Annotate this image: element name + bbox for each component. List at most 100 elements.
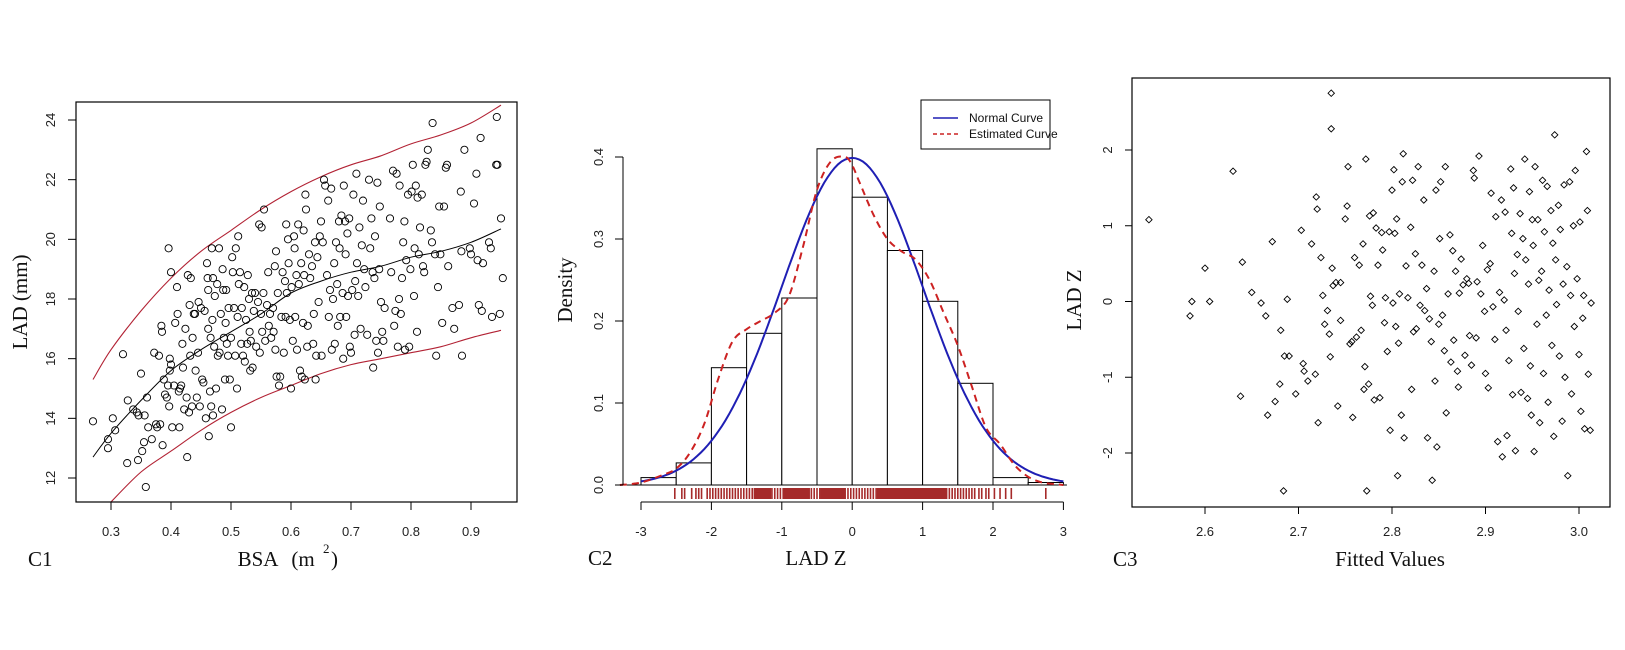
c3-data-point: [1571, 166, 1580, 175]
c1-data-point: [324, 196, 333, 205]
c3-data-point: [1540, 227, 1549, 236]
c1-data-point: [390, 321, 399, 330]
c1-data-point: [136, 369, 146, 378]
c1-data-point: [225, 375, 234, 384]
c3-data-point: [1391, 322, 1400, 331]
c1-data-point: [292, 271, 301, 280]
c1-data-point: [426, 226, 435, 235]
c2-x-tick-label: -2: [706, 524, 718, 539]
c1-data-point: [243, 271, 252, 280]
c3-data-point: [1519, 234, 1527, 243]
c1-data-point: [274, 381, 284, 390]
c3-data-point: [1385, 227, 1394, 236]
c3-data-point: [1552, 300, 1561, 309]
c1-data-point: [324, 312, 333, 321]
c3-data-point: [1560, 181, 1568, 189]
c1-data-point: [210, 342, 219, 351]
c1-data-point: [224, 303, 233, 313]
c1-data-point: [472, 169, 481, 178]
c1-data-point: [259, 205, 269, 214]
c3-data-point: [1419, 196, 1428, 204]
c1-data-point: [316, 217, 326, 226]
c1-data-point: [233, 312, 242, 321]
c3-data-point: [1551, 256, 1560, 264]
c2-y-tick-label: 0.2: [591, 312, 606, 330]
c1-data-point: [165, 402, 174, 411]
c3-data-point: [1542, 311, 1551, 319]
c3-data-point: [1376, 393, 1384, 402]
c1-data-point: [191, 366, 200, 375]
c3-data-point: [1555, 352, 1564, 360]
c3-data-point: [1412, 324, 1421, 333]
c1-data-point: [486, 244, 495, 253]
c3-data-point: [1467, 361, 1476, 369]
c3-data-point: [1584, 370, 1593, 379]
c3-data-point: [1402, 262, 1410, 270]
c1-data-point: [333, 280, 342, 289]
c3-y-tick-label: -1: [1100, 371, 1115, 383]
c1-data-point: [139, 438, 149, 447]
c3-data-point: [1473, 277, 1481, 286]
c3-data-point: [1188, 297, 1196, 306]
c1-data-point: [484, 238, 494, 247]
c1-data-point: [147, 435, 156, 444]
c1-data-point: [200, 306, 209, 315]
c1-data-point: [286, 384, 296, 393]
c1-data-point: [456, 187, 465, 196]
c2-histogram-bar: [816, 148, 853, 486]
c1-data-point: [422, 157, 431, 166]
c1-data-point: [238, 351, 248, 360]
c3-data-point: [1406, 223, 1415, 232]
c1-data-point: [291, 312, 300, 321]
c1-data-point: [334, 217, 344, 226]
c3-data-point: [1263, 411, 1272, 419]
c1-data-point: [498, 274, 507, 283]
c1-data-point: [380, 303, 389, 313]
c3-data-point: [1577, 407, 1585, 416]
c1-data-point: [312, 351, 321, 360]
c1-x-tick-label: 0.9: [462, 524, 480, 539]
c3-data-point: [1561, 373, 1569, 382]
c1-data-point: [246, 336, 255, 345]
c3-x-tick-label: 2.9: [1476, 524, 1494, 539]
c1-data-point: [369, 363, 378, 372]
c1-data-point: [345, 214, 354, 223]
c1-data-point: [186, 274, 195, 283]
c2-y-tick-label: 0.0: [591, 476, 606, 494]
c1-data-point: [220, 375, 230, 384]
c2-legend: Normal Curve Estimated Curve: [920, 99, 1058, 150]
c1-data-point: [237, 303, 246, 313]
c1-data-point: [392, 169, 401, 178]
c1-data-point: [306, 274, 315, 283]
c1-data-point: [385, 214, 395, 223]
c1-data-point: [178, 363, 188, 372]
c3-data-point: [1318, 291, 1327, 300]
c1-data-point: [255, 220, 264, 229]
c1-data-point: [204, 285, 213, 295]
c1-data-point: [339, 181, 348, 190]
c1-data-point: [376, 297, 386, 307]
c3-data-point: [1370, 396, 1379, 404]
c3-data-point: [1525, 187, 1534, 196]
c3-data-point: [1333, 402, 1342, 410]
c1-data-point: [141, 482, 150, 492]
c1-data-point: [172, 283, 182, 292]
c1-data-point: [258, 327, 267, 336]
c1-data-point: [208, 315, 217, 324]
c1-data-point: [351, 277, 360, 286]
c3-data-point: [1534, 215, 1542, 224]
c3-data-point: [1508, 390, 1517, 399]
c1-data-point: [214, 244, 224, 253]
c1-ylabel: LAD (mm): [8, 254, 32, 349]
c3-data-point: [1344, 162, 1352, 171]
c3-data-point: [1364, 380, 1373, 388]
c3-data-point: [1567, 390, 1576, 398]
c3-data-point: [1297, 226, 1306, 235]
c1-data-point: [405, 342, 414, 351]
c1-data-point: [277, 312, 286, 321]
c3-data-point: [1347, 337, 1356, 346]
c3-x-tick-label: 3.0: [1570, 524, 1588, 539]
c1-y-tick-label: 20: [43, 232, 58, 246]
c1-data-point: [418, 262, 428, 271]
c1-data-point: [339, 354, 348, 363]
